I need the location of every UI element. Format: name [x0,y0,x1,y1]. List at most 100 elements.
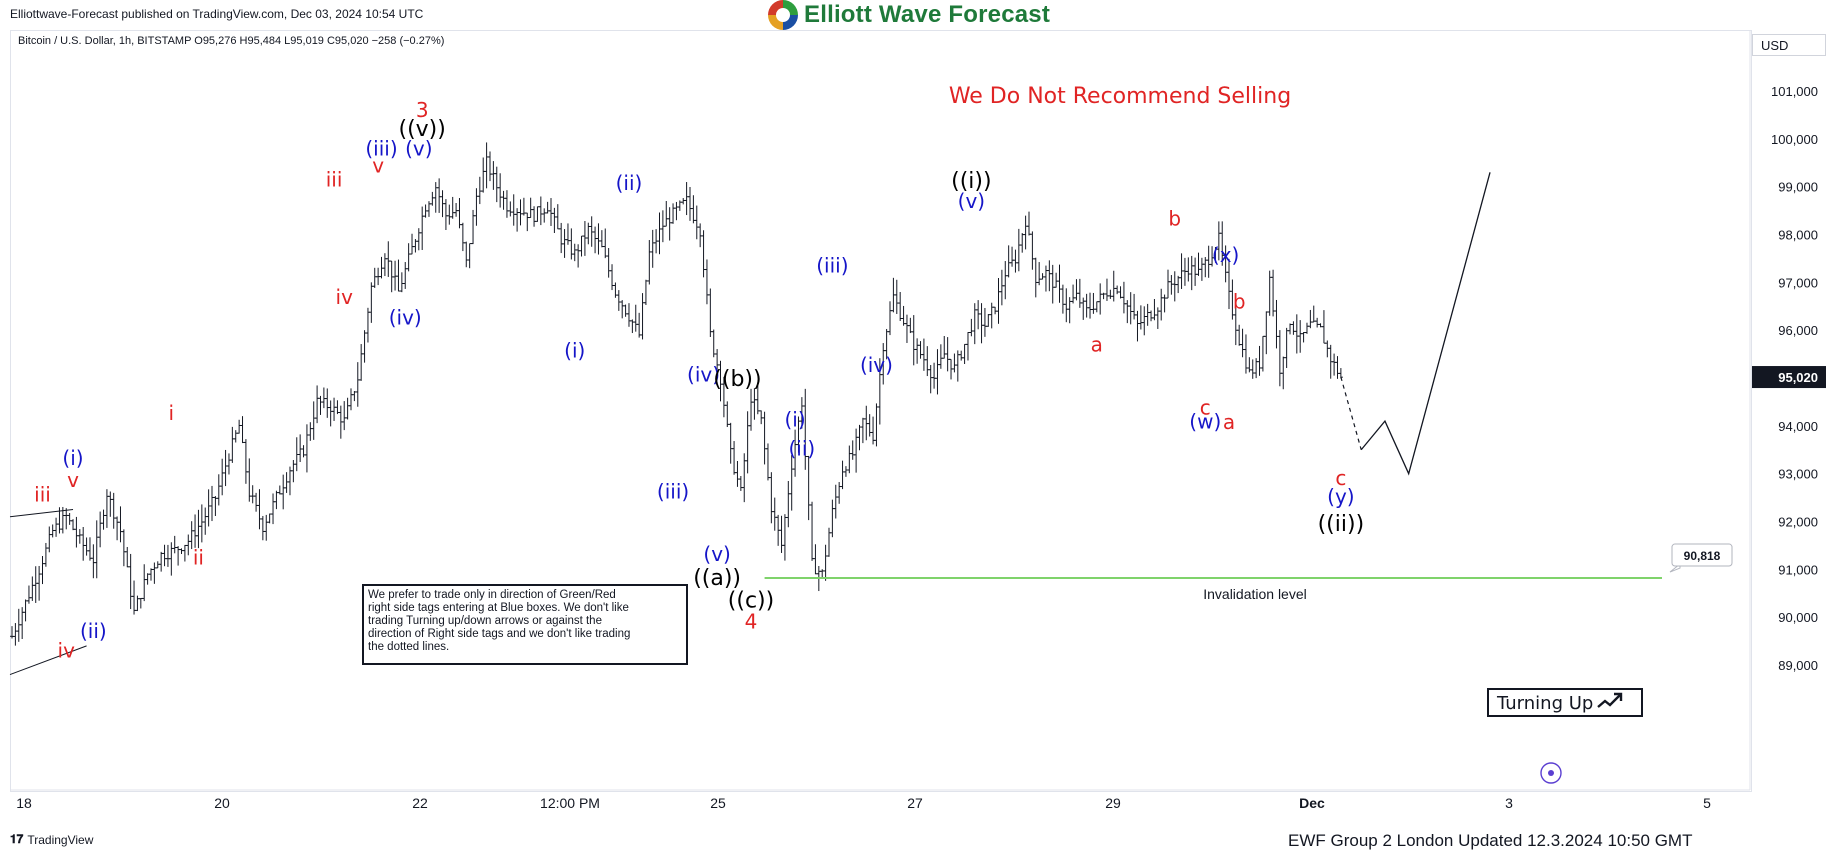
price-bar [349,388,353,411]
price-bar [491,161,496,190]
price-bar [833,484,838,519]
price-bar [942,336,947,359]
price-bar [789,454,794,511]
wave-label: (i) [62,446,83,470]
wave-label: (v) [405,137,432,161]
price-bar [487,151,492,182]
price-bar [769,472,774,524]
price-bar [938,344,943,369]
chart-frame[interactable] [10,30,1752,792]
price-bar [196,509,201,549]
price-bar [1277,330,1282,387]
turning-up-arrow-head [1614,692,1623,701]
wave-label: (v) [703,542,730,566]
price-bar [498,173,503,208]
price-bar [657,212,662,255]
price-bar [1027,211,1031,236]
wave-label: ii [193,546,204,570]
wave-label: (v) [958,189,985,213]
price-bar [599,230,604,248]
currency-selector[interactable]: USD [1752,34,1826,56]
price-bar [386,241,391,277]
price-bar [1098,283,1103,315]
price-bar [254,492,259,512]
price-bar [901,305,906,326]
price-bar [894,279,899,314]
price-bar [1121,281,1126,314]
price-bar [1196,252,1201,276]
price-bar [1271,269,1276,317]
price-bar [752,388,757,420]
note-box-line: the dotted lines. [368,641,449,653]
price-bar [464,241,469,268]
price-bar [616,290,621,311]
price-bar [206,489,211,527]
price-bar [1281,356,1286,390]
invalidation-price: 90,818 [1684,549,1721,563]
price-bar [237,419,242,434]
price-bar [684,182,689,216]
price-bar [1294,314,1299,354]
price-bar [1257,345,1262,376]
price-bar [165,544,170,567]
price-bar [1149,310,1154,322]
price-bar [1152,298,1157,321]
price-bar [860,417,865,444]
price-bar [701,230,706,278]
price-bar [979,303,984,344]
price-bar [969,318,974,337]
price-bar [1071,284,1076,304]
price-bar [813,544,818,575]
price-bar [128,553,133,610]
wave-label: b [1168,206,1181,230]
price-bar [1176,275,1181,294]
wave-label: v [67,468,79,492]
price-bar [593,226,598,254]
price-bar [264,514,269,541]
price-bar [643,279,648,306]
triangle-line-upper [9,509,74,518]
price-bar [694,205,699,240]
price-bar [23,599,28,622]
price-bar [1199,257,1204,281]
y-tick-label: 89,000 [1778,658,1818,673]
price-bar [711,329,716,358]
price-bar [111,492,116,529]
price-bar [30,576,35,601]
price-bar [362,330,367,363]
price-bar [765,443,770,481]
price-bar [267,513,272,524]
price-bar [586,222,591,245]
price-bar [681,198,686,205]
price-bar [688,186,692,221]
price-bar [142,564,147,602]
price-bar [1104,278,1109,301]
target-icon-ring [1540,762,1562,784]
price-bar [16,608,21,642]
price-bar [1237,324,1242,346]
price-bar [959,350,964,361]
price-bar [569,228,574,260]
price-bar [1264,311,1269,355]
price-bar [630,319,635,334]
price-bar [1057,264,1062,303]
price-bar [945,337,950,372]
price-bar [1260,335,1265,372]
y-tick-label: 101,000 [1771,84,1818,99]
price-bar [1016,228,1021,272]
price-bar [243,439,248,484]
price-bar [437,178,442,213]
price-bar [1321,310,1326,344]
price-bar [579,235,584,257]
price-bar [365,307,370,343]
y-tick-label: 91,000 [1778,562,1818,577]
wave-label: ((ii)) [1318,512,1365,537]
wave-label: (ii) [616,171,643,195]
wave-label: (i) [564,338,585,362]
price-bar [271,493,276,525]
price-bar [667,207,672,241]
callout-box [1671,543,1733,567]
price-bar [850,440,855,460]
price-bar [494,166,499,203]
